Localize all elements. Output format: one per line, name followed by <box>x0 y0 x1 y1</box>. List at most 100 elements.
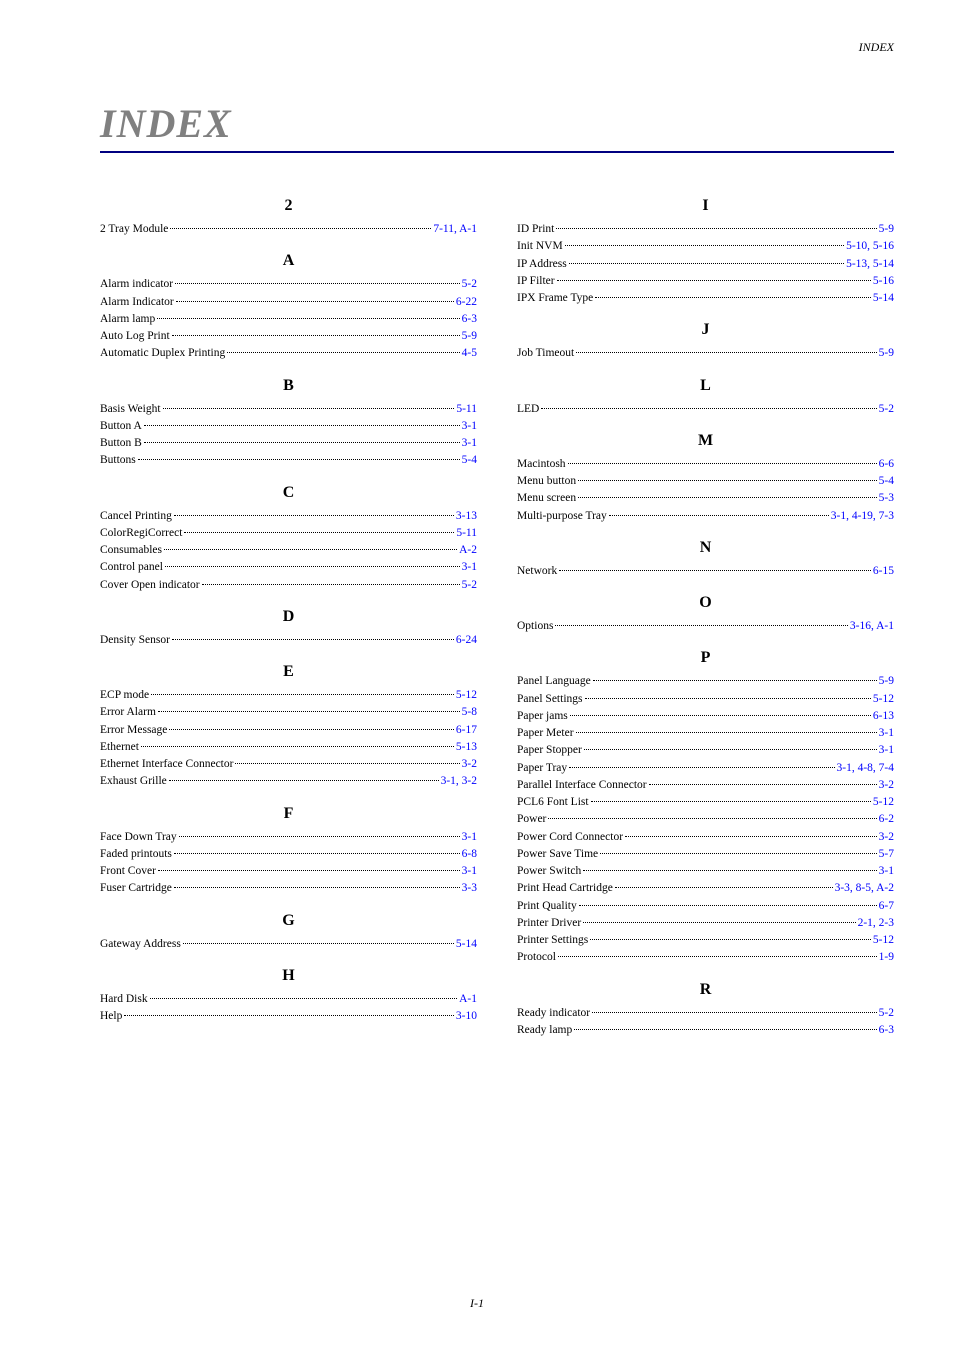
index-term: Panel Settings <box>517 691 583 708</box>
index-columns: 22 Tray Module7-11, A-1AAlarm indicator5… <box>100 183 894 1039</box>
index-page-link[interactable]: 5-9 <box>879 221 894 238</box>
index-page-link[interactable]: 2-1, 2-3 <box>858 915 894 932</box>
index-page-link[interactable]: 3-2 <box>879 777 894 794</box>
leader-dots <box>227 352 459 353</box>
index-page-link[interactable]: 3-16, A-1 <box>850 618 894 635</box>
leader-dots <box>174 853 460 854</box>
index-page-link[interactable]: 5-9 <box>879 345 894 362</box>
index-page-link[interactable]: 3-1, 4-19, 7-3 <box>831 508 894 525</box>
leader-dots <box>570 715 871 716</box>
index-page-link[interactable]: 6-22 <box>456 294 477 311</box>
index-page-link[interactable]: 7-11, A-1 <box>433 221 477 238</box>
index-page-link[interactable]: 3-1 <box>879 725 894 742</box>
index-term: IPX Frame Type <box>517 290 593 307</box>
index-page-link[interactable]: 3-1 <box>462 863 477 880</box>
index-entry: Button B3-1 <box>100 435 477 452</box>
index-term: Menu button <box>517 473 576 490</box>
index-page-link[interactable]: A-1 <box>459 991 477 1008</box>
index-page-link[interactable]: 6-15 <box>873 563 894 580</box>
index-page-link[interactable]: 3-3, 8-5, A-2 <box>835 880 894 897</box>
index-page-link[interactable]: 5-13 <box>456 739 477 756</box>
index-term: Automatic Duplex Printing <box>100 345 225 362</box>
leader-dots <box>124 1015 454 1016</box>
title-rule: INDEX <box>100 100 894 153</box>
leader-dots <box>158 870 460 871</box>
leader-dots <box>559 570 871 571</box>
index-page-link[interactable]: 5-2 <box>462 276 477 293</box>
index-page-link[interactable]: 5-13, 5-14 <box>846 256 894 273</box>
index-page-link[interactable]: 5-4 <box>879 473 894 490</box>
index-entry: Paper Stopper3-1 <box>517 742 894 759</box>
index-page-link[interactable]: 3-1 <box>462 418 477 435</box>
index-page-link[interactable]: 5-14 <box>456 936 477 953</box>
index-page-link[interactable]: 3-1 <box>462 559 477 576</box>
index-page-link[interactable]: 5-12 <box>456 687 477 704</box>
index-page-link[interactable]: 5-3 <box>879 490 894 507</box>
index-page-link[interactable]: 3-1 <box>462 829 477 846</box>
index-page-link[interactable]: 5-8 <box>462 704 477 721</box>
index-page-link[interactable]: 5-14 <box>873 290 894 307</box>
index-page-link[interactable]: 5-11 <box>456 525 477 542</box>
index-page-link[interactable]: 6-24 <box>456 632 477 649</box>
index-page-link[interactable]: 5-11 <box>456 401 477 418</box>
index-page-link[interactable]: 3-2 <box>879 829 894 846</box>
index-page-link[interactable]: 5-2 <box>879 1005 894 1022</box>
index-page-link[interactable]: 6-17 <box>456 722 477 739</box>
index-page-link[interactable]: 5-9 <box>462 328 477 345</box>
leader-dots <box>179 836 460 837</box>
index-page-link[interactable]: 5-16 <box>873 273 894 290</box>
index-page-link[interactable]: 6-6 <box>879 456 894 473</box>
section-heading: H <box>100 967 477 985</box>
index-page-link[interactable]: 3-3 <box>462 880 477 897</box>
index-page-link[interactable]: 5-12 <box>873 691 894 708</box>
index-page-link[interactable]: 3-2 <box>462 756 477 773</box>
index-term: Auto Log Print <box>100 328 170 345</box>
index-term: Consumables <box>100 542 162 559</box>
section-heading: E <box>100 663 477 681</box>
index-page-link[interactable]: 6-13 <box>873 708 894 725</box>
index-page-link[interactable]: 6-3 <box>462 311 477 328</box>
index-page-link[interactable]: 1-9 <box>879 949 894 966</box>
leader-dots <box>585 698 871 699</box>
index-page-link[interactable]: 3-1 <box>462 435 477 452</box>
index-page-link[interactable]: 6-7 <box>879 898 894 915</box>
index-page-link[interactable]: 6-8 <box>462 846 477 863</box>
index-term: Front Cover <box>100 863 156 880</box>
index-page-link[interactable]: 3-13 <box>456 508 477 525</box>
index-page-link[interactable]: A-2 <box>459 542 477 559</box>
index-entry: Automatic Duplex Printing 4-5 <box>100 345 477 362</box>
index-term: Error Message <box>100 722 167 739</box>
section-heading: G <box>100 912 477 930</box>
index-term: Ready indicator <box>517 1005 590 1022</box>
index-page-link[interactable]: 3-10 <box>456 1008 477 1025</box>
leader-dots <box>576 732 877 733</box>
index-page-link[interactable]: 5-7 <box>879 846 894 863</box>
index-page-link[interactable]: 4-5 <box>462 345 477 362</box>
index-term: Menu screen <box>517 490 576 507</box>
index-page-link[interactable]: 6-3 <box>879 1022 894 1039</box>
section-heading: 2 <box>100 197 477 215</box>
index-page-link[interactable]: 5-2 <box>879 401 894 418</box>
leader-dots <box>174 515 454 516</box>
index-page-link[interactable]: 5-2 <box>462 577 477 594</box>
index-page-link[interactable]: 3-1, 3-2 <box>441 773 477 790</box>
index-entry: Exhaust Grille3-1, 3-2 <box>100 773 477 790</box>
leader-dots <box>541 408 876 409</box>
leader-dots <box>593 680 877 681</box>
index-page-link[interactable]: 5-10, 5-16 <box>846 238 894 255</box>
index-page-link[interactable]: 5-12 <box>873 932 894 949</box>
index-term: Face Down Tray <box>100 829 177 846</box>
index-page-link[interactable]: 6-2 <box>879 811 894 828</box>
index-entry: Panel Language5-9 <box>517 673 894 690</box>
index-page-link[interactable]: 5-9 <box>879 673 894 690</box>
index-entry: Cancel Printing3-13 <box>100 508 477 525</box>
index-page-link[interactable]: 5-4 <box>462 452 477 469</box>
index-term: Paper Tray <box>517 760 567 777</box>
index-page-link[interactable]: 5-12 <box>873 794 894 811</box>
index-term: Error Alarm <box>100 704 156 721</box>
index-entry: Printer Settings5-12 <box>517 932 894 949</box>
index-page-link[interactable]: 3-1 <box>879 863 894 880</box>
index-page-link[interactable]: 3-1 <box>879 742 894 759</box>
index-page-link[interactable]: 3-1, 4-8, 7-4 <box>837 760 895 777</box>
index-term: Power <box>517 811 546 828</box>
